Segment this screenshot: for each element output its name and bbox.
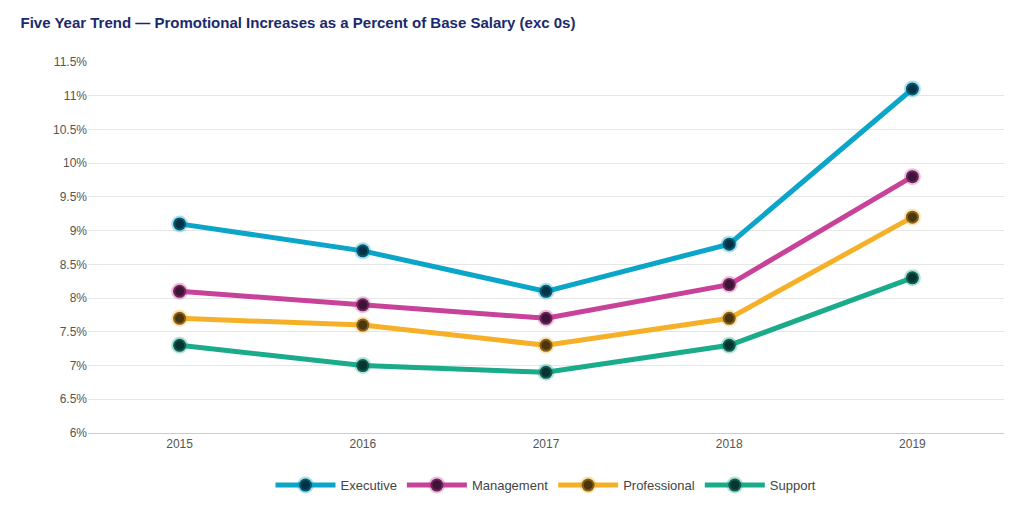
svg-text:11.5%: 11.5% — [54, 55, 87, 69]
svg-text:7%: 7% — [70, 359, 88, 373]
svg-text:Professional: Professional — [623, 478, 695, 493]
svg-text:11%: 11% — [64, 89, 87, 103]
svg-text:Executive: Executive — [341, 478, 397, 493]
svg-text:Management: Management — [472, 478, 548, 493]
svg-text:6.5%: 6.5% — [60, 392, 88, 406]
svg-text:10%: 10% — [63, 156, 87, 170]
svg-text:8.5%: 8.5% — [60, 258, 88, 272]
svg-text:2016: 2016 — [349, 437, 376, 451]
svg-text:2019: 2019 — [899, 437, 926, 451]
svg-text:2015: 2015 — [166, 437, 193, 451]
svg-text:Five Year Trend — Promotional: Five Year Trend — Promotional Increases … — [20, 14, 575, 31]
svg-text:9.5%: 9.5% — [60, 190, 88, 204]
svg-text:2017: 2017 — [533, 437, 560, 451]
svg-text:9%: 9% — [70, 224, 88, 238]
svg-text:8%: 8% — [70, 291, 88, 305]
svg-text:Support: Support — [770, 478, 816, 493]
svg-text:10.5%: 10.5% — [53, 123, 87, 137]
svg-text:6%: 6% — [70, 426, 88, 440]
svg-text:7.5%: 7.5% — [60, 325, 88, 339]
svg-text:2018: 2018 — [716, 437, 743, 451]
